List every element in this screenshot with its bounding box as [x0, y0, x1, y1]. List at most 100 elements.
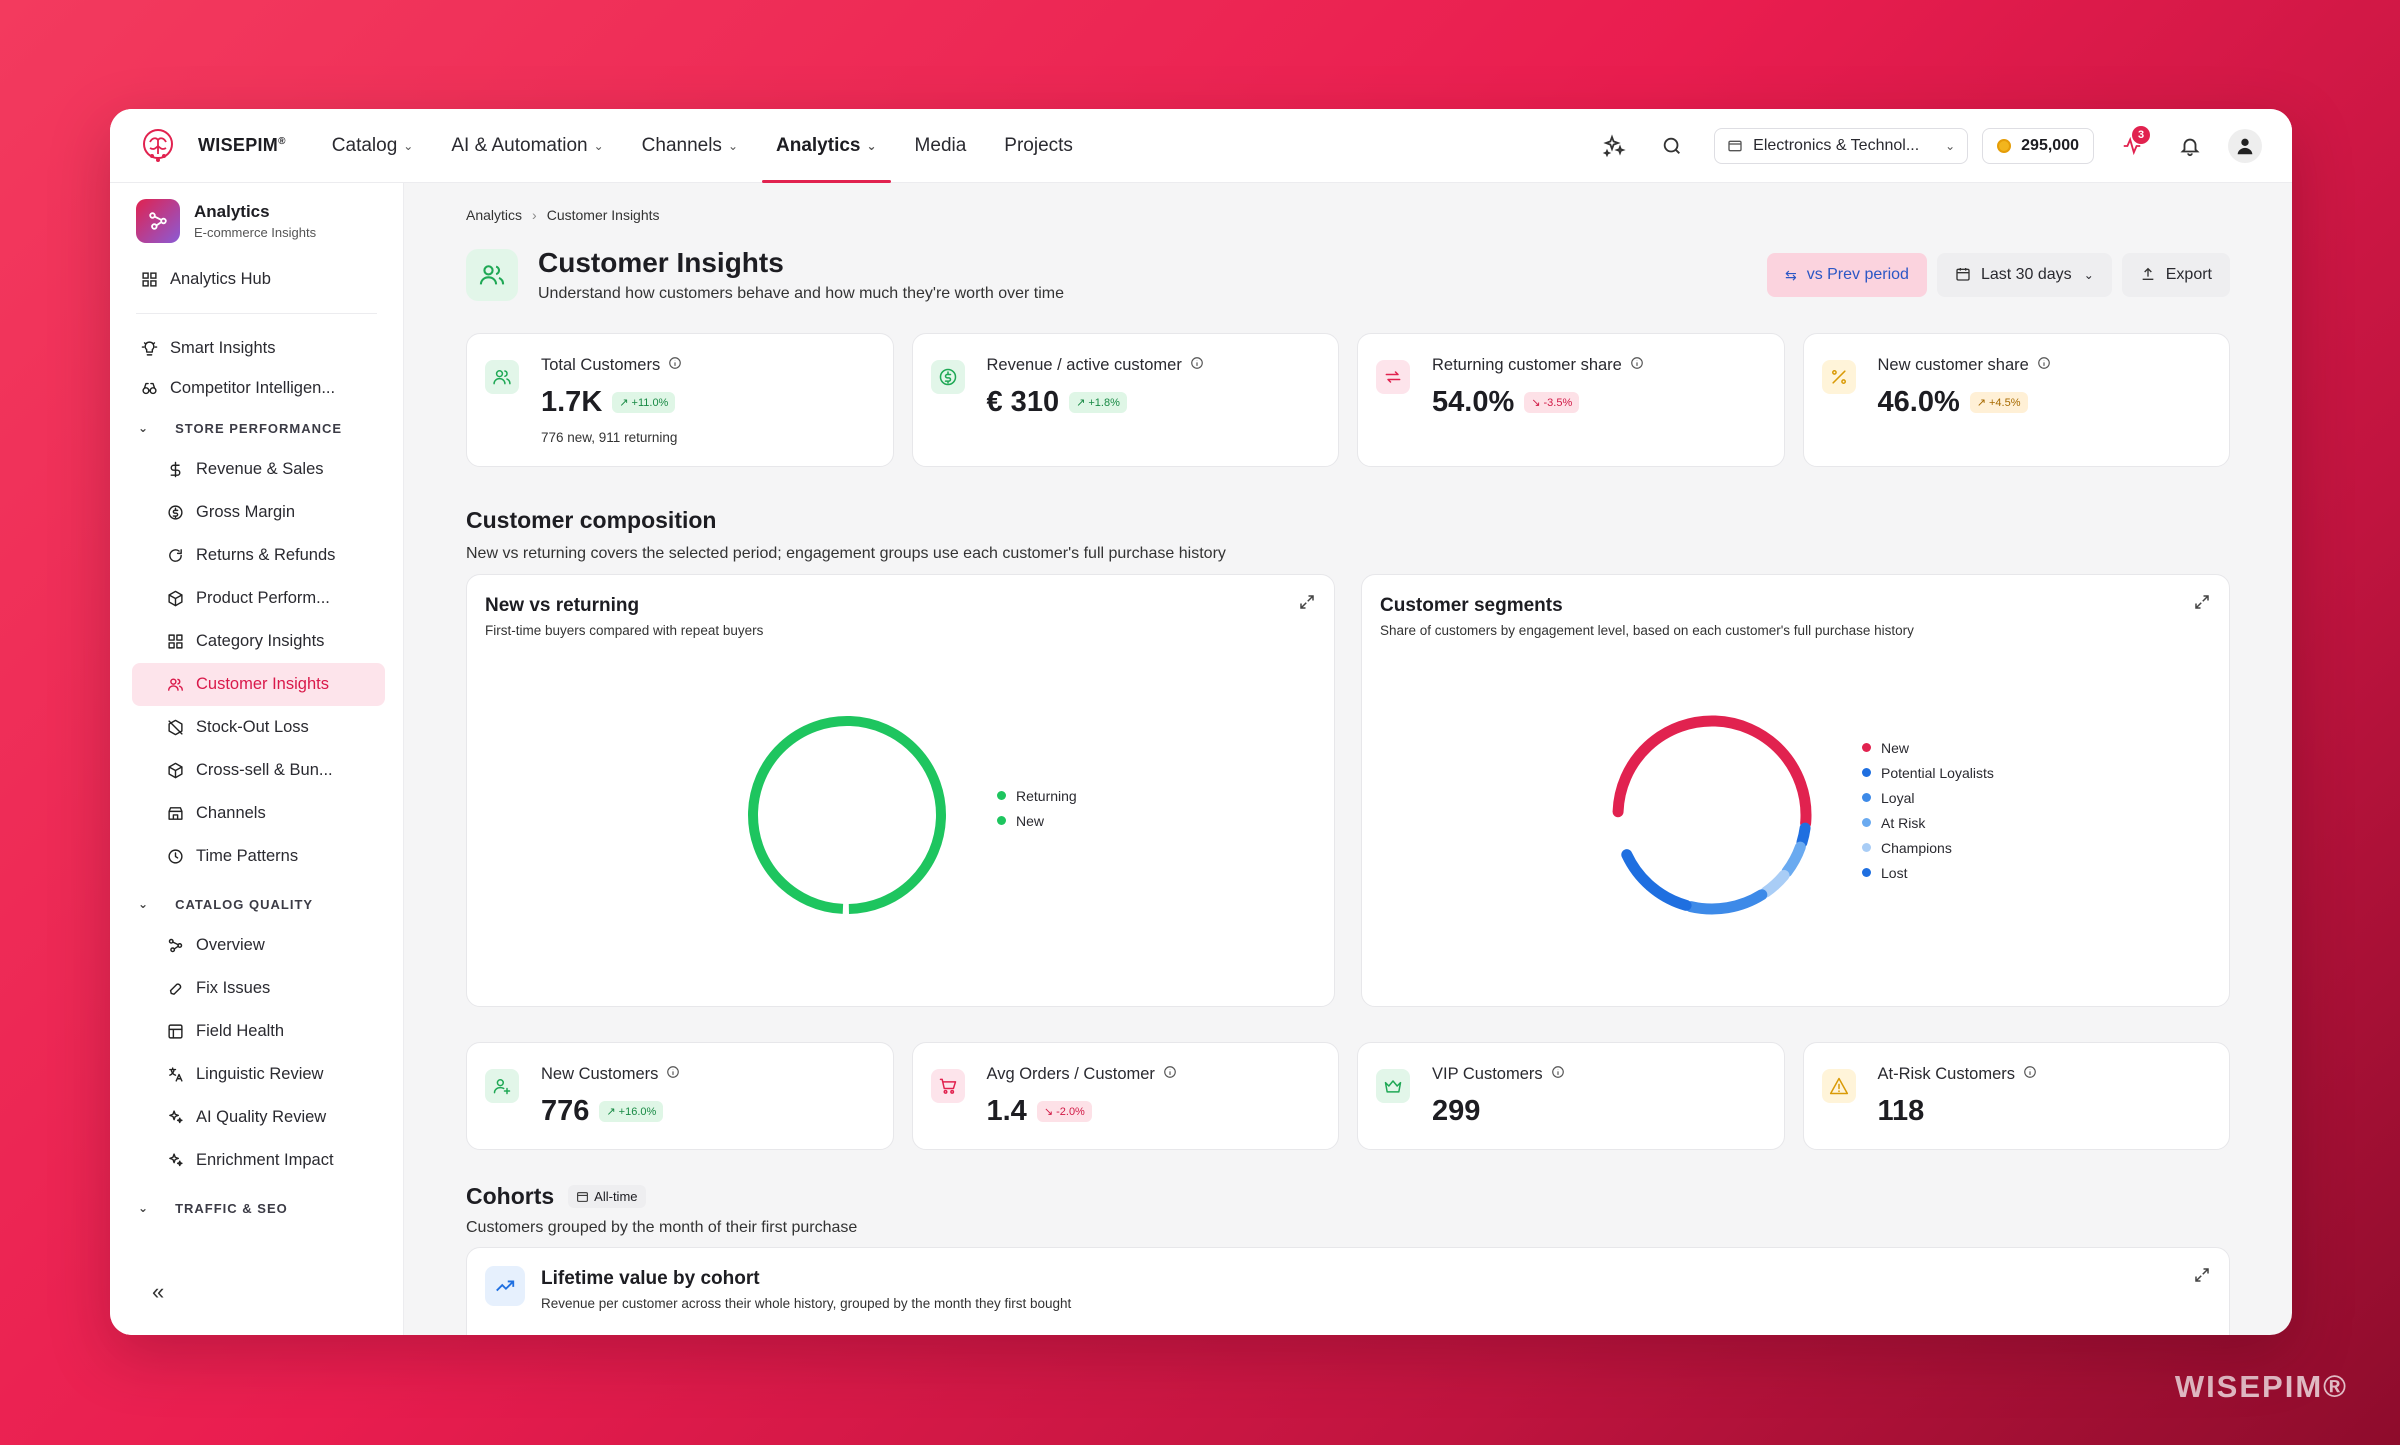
sidebar-item-cross-sell-bun[interactable]: Cross-sell & Bun... — [110, 749, 403, 792]
brand-name: WISEPIM® — [198, 135, 286, 155]
legend-label: Champions — [1881, 839, 1952, 856]
card-subtitle: Revenue per customer across their whole … — [541, 1296, 1072, 1311]
grid-icon — [140, 270, 158, 288]
legend-item-loyal[interactable]: Loyal — [1862, 785, 1994, 810]
legend-dot — [1862, 743, 1871, 752]
sidebar-item-enrichment-impact[interactable]: Enrichment Impact — [110, 1139, 403, 1182]
bell-icon[interactable] — [2170, 126, 2210, 166]
top-navigation: WISEPIM® Catalog ⌄ AI & Automation ⌄ Channel… — [110, 109, 2292, 183]
sidebar-item-product-perform[interactable]: Product Perform... — [110, 577, 403, 620]
sidebar-item-category-insights[interactable]: Category Insights — [110, 620, 403, 663]
legend-dot — [1862, 793, 1871, 802]
donut-segment-loyal[interactable] — [1602, 705, 1822, 925]
warning-icon — [1821, 1069, 1856, 1103]
nav-item-catalog[interactable]: Catalog ⌄ — [318, 109, 428, 183]
nav-item-media[interactable]: Media — [901, 109, 981, 183]
sidebar-section-store-performance[interactable]: ⌄ STORE PERFORMANCE — [110, 408, 403, 448]
legend-item-potential-loyalists[interactable]: Potential Loyalists — [1862, 760, 1994, 785]
nav-item-ai-automation[interactable]: AI & Automation ⌄ — [437, 109, 617, 183]
expand-icon[interactable] — [2193, 593, 2211, 616]
search-icon[interactable] — [1652, 126, 1692, 166]
sidebar-item-revenue-sales[interactable]: Revenue & Sales — [110, 448, 403, 491]
expand-icon[interactable] — [2193, 1266, 2211, 1289]
sparkle-icon — [166, 1109, 184, 1127]
compare-period-button[interactable]: ⇆ vs Prev period — [1766, 253, 1927, 297]
nav-item-channels[interactable]: Channels ⌄ — [628, 109, 752, 183]
page-subtitle: Understand how customers behave and how … — [538, 285, 1064, 302]
credits-balance[interactable]: 295,000 — [1982, 127, 2094, 164]
store-selector[interactable]: Electronics & Technol... ⌄ — [1714, 127, 1969, 164]
legend-item-returning[interactable]: Returning — [997, 783, 1077, 808]
sidebar-item-fix-issues[interactable]: Fix Issues — [110, 967, 403, 1010]
donut-segment-potential-loyalists[interactable] — [1606, 709, 1818, 921]
donut-segment-champions[interactable] — [1602, 705, 1822, 925]
donut-segment-returning — [748, 716, 946, 914]
legend-item-at-risk[interactable]: At Risk — [1862, 810, 1994, 835]
nav-item-analytics[interactable]: Analytics ⌄ — [762, 109, 891, 183]
lifetime-value-card: Lifetime value by cohort Revenue per cus… — [466, 1247, 2230, 1335]
collapse-sidebar-icon[interactable]: « — [152, 1279, 165, 1304]
export-button[interactable]: Export — [2121, 253, 2230, 297]
sidebar-item-analytics-hub[interactable]: Analytics Hub — [110, 259, 403, 299]
chevron-down-icon: ⌄ — [593, 138, 604, 153]
nodes-icon — [166, 937, 184, 955]
legend-item-new[interactable]: New — [1862, 735, 1994, 760]
user-avatar[interactable] — [2228, 128, 2262, 163]
donut-segment-at-risk[interactable] — [1602, 705, 1822, 925]
info-icon[interactable] — [1190, 356, 1204, 375]
sidebar-item-overview[interactable]: Overview — [110, 924, 403, 967]
lightbulb-icon — [140, 339, 158, 357]
date-range-button[interactable]: Last 30 days ⌄ — [1936, 253, 2112, 297]
sidebar-item-field-health[interactable]: Field Health — [110, 1010, 403, 1053]
sidebar-section-traffic-seo[interactable]: ⌄ TRAFFIC & SEO — [110, 1188, 403, 1228]
ai-sparkle-icon[interactable] — [1594, 126, 1634, 166]
sidebar-item-ai-quality-review[interactable]: AI Quality Review — [110, 1096, 403, 1139]
sidebar-item-label: Gross Margin — [196, 503, 296, 521]
breadcrumb-analytics[interactable]: Analytics — [466, 207, 523, 223]
breadcrumb: Analytics › Customer Insights — [466, 207, 660, 223]
info-icon[interactable] — [1551, 1065, 1565, 1084]
sidebar-item-customer-insights[interactable]: Customer Insights — [132, 663, 385, 706]
sidebar-item-label: Competitor Intelligen... — [170, 378, 336, 397]
sidebar-item-gross-margin[interactable]: Gross Margin — [110, 491, 403, 534]
info-icon[interactable] — [668, 356, 682, 375]
info-icon[interactable] — [666, 1065, 680, 1084]
date-range-label: Last 30 days — [1980, 266, 2072, 283]
donut-segment-lost[interactable] — [1602, 705, 1822, 925]
legend-item-new[interactable]: New — [997, 808, 1077, 833]
info-icon[interactable] — [1163, 1065, 1177, 1084]
kpi-card-at-risk-customers: At-Risk Customers 118 — [1802, 1042, 2230, 1150]
wrench-icon — [166, 980, 184, 998]
card-subtitle: Share of customers by engagement level, … — [1380, 623, 1914, 638]
activity-button[interactable]: 3 — [2112, 125, 2152, 166]
activity-pulse-icon — [2123, 136, 2141, 155]
sidebar-section-catalog-quality[interactable]: ⌄ CATALOG QUALITY — [110, 884, 403, 924]
analytics-app-icon — [136, 199, 180, 243]
kpi-card-avg-orders-customer: Avg Orders / Customer 1.4 ↘ -2.0% — [911, 1042, 1339, 1150]
sidebar-item-smart-insights[interactable]: Smart Insights — [110, 328, 403, 368]
legend-item-lost[interactable]: Lost — [1862, 860, 1994, 885]
sidebar-item-competitor-intelligen[interactable]: Competitor Intelligen... — [110, 368, 403, 408]
expand-icon[interactable] — [1298, 593, 1316, 616]
chevron-down-icon: ⌄ — [138, 1201, 150, 1215]
coin-icon — [1997, 138, 2012, 153]
chevron-down-icon: ⌄ — [727, 138, 738, 153]
legend-label: Potential Loyalists — [1881, 764, 1994, 781]
sidebar-item-linguistic-review[interactable]: Linguistic Review — [110, 1053, 403, 1096]
trend-up-icon — [485, 1266, 525, 1306]
donut-segment-new[interactable] — [1612, 715, 1812, 915]
sidebar-item-returns-refunds[interactable]: Returns & Refunds — [110, 534, 403, 577]
legend-item-champions[interactable]: Champions — [1862, 835, 1994, 860]
sidebar-item-label: AI Quality Review — [196, 1108, 327, 1126]
info-icon[interactable] — [1630, 356, 1644, 375]
kpi-delta-badge: ↗ +16.0% — [599, 1101, 664, 1122]
sidebar-item-stock-out-loss[interactable]: Stock-Out Loss — [110, 706, 403, 749]
kpi-delta-badge: ↗ +4.5% — [1969, 392, 2028, 413]
info-icon[interactable] — [2023, 1065, 2037, 1084]
sidebar-item-channels[interactable]: Channels — [110, 792, 403, 835]
coin-dollar-icon — [166, 504, 184, 522]
sidebar-item-time-patterns[interactable]: Time Patterns — [110, 835, 403, 878]
info-icon[interactable] — [2037, 356, 2051, 375]
brand[interactable]: WISEPIM® — [138, 126, 286, 166]
nav-item-projects[interactable]: Projects — [990, 109, 1087, 183]
